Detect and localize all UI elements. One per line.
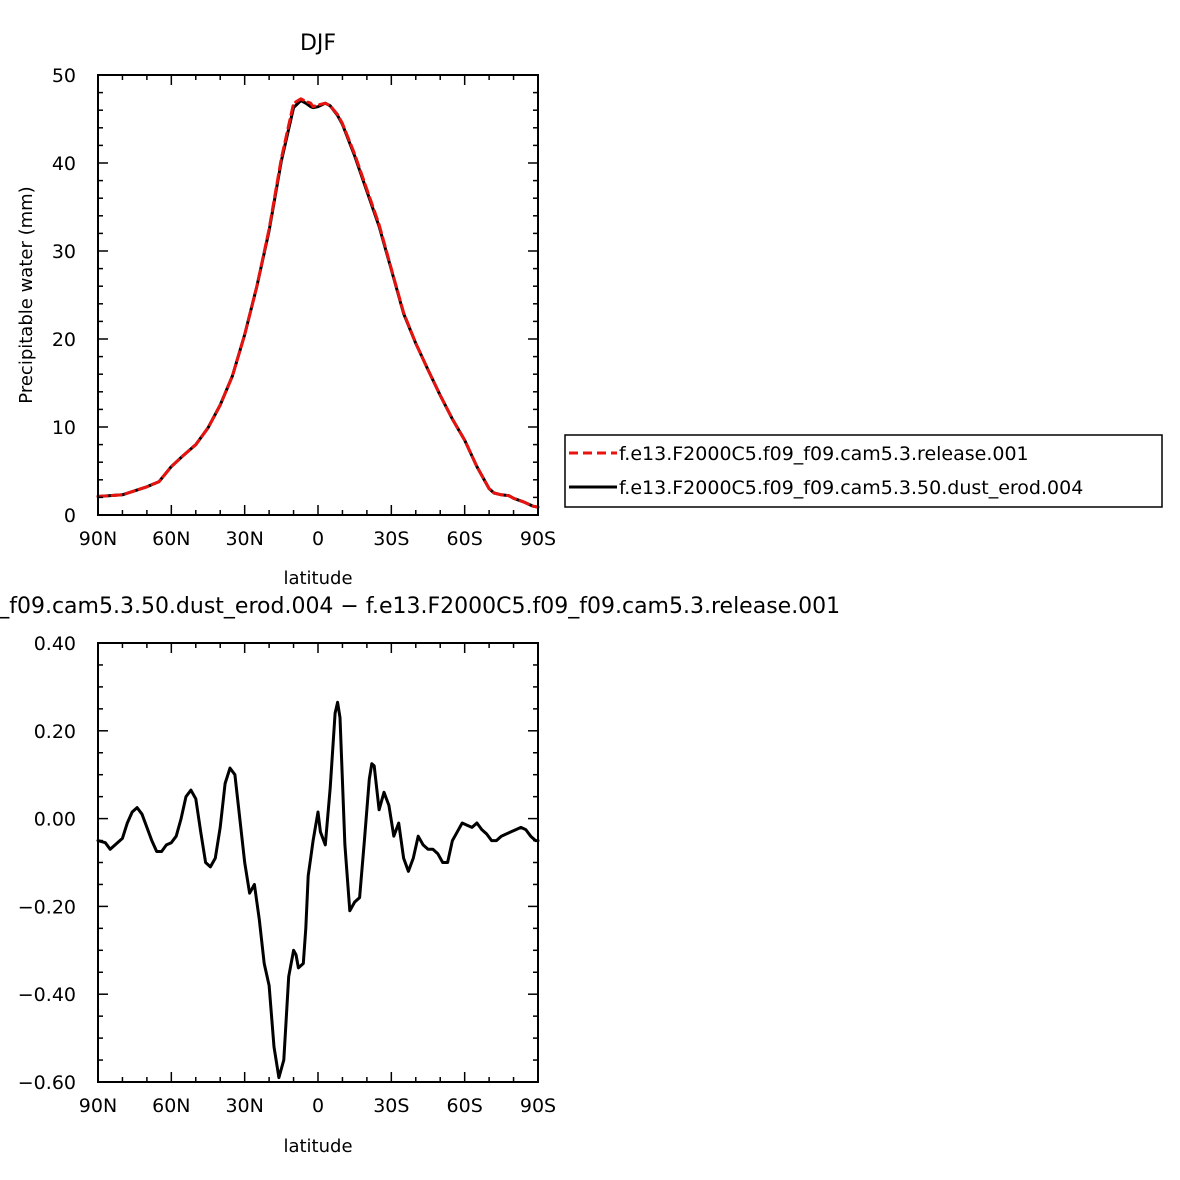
top-x-tick-label: 0	[312, 528, 324, 550]
top-x-axis-label: latitude	[283, 568, 352, 589]
bottom-x-tick-labels: 90N 60N 30N 0 30S 60S 90S	[79, 1095, 556, 1117]
bottom-plot-frame	[97, 642, 539, 1083]
top-series-group	[96, 97, 540, 509]
top-axis-ticks	[97, 74, 539, 516]
top-x-tick-label: 90N	[79, 528, 117, 550]
top-plot-frame	[97, 74, 539, 516]
bottom-chart-title: f.e13.F2000C5.f09_f09.cam5.3.50.dust_ero…	[0, 594, 840, 619]
top-x-tick-labels: 90N 60N 30N 0 30S 60S 90S	[79, 528, 556, 550]
top-panel: DJF 90N 60N 30N 0 30S 60S 90S 0 10 20 30 40 50 lati…	[16, 31, 1163, 589]
legend-label-dust-erod: f.e13.F2000C5.f09_f09.cam5.3.50.dust_ero…	[619, 477, 1083, 499]
top-y-tick-label: 30	[52, 241, 76, 263]
bottom-x-tick-label: 90N	[79, 1095, 117, 1117]
bottom-series-line-0	[96, 700, 540, 1080]
bottom-panel: f.e13.F2000C5.f09_f09.cam5.3.50.dust_ero…	[0, 594, 840, 1157]
bottom-x-tick-label: 60N	[152, 1095, 190, 1117]
legend-label-release: f.e13.F2000C5.f09_f09.cam5.3.release.001	[619, 443, 1029, 465]
bottom-x-tick-label: 30N	[225, 1095, 263, 1117]
top-x-tick-label: 30S	[373, 528, 409, 550]
top-chart-title: DJF	[300, 31, 336, 56]
top-y-tick-label: 20	[52, 329, 76, 351]
top-x-tick-label: 90S	[520, 528, 556, 550]
top-y-tick-label: 40	[52, 153, 76, 175]
top-x-tick-label: 60N	[152, 528, 190, 550]
top-y-tick-label: 0	[64, 505, 76, 527]
legend-box	[564, 434, 1163, 508]
top-y-axis-label: Precipitable water (mm)	[16, 186, 37, 403]
bottom-x-tick-label: 30S	[373, 1095, 409, 1117]
bottom-x-tick-label: 0	[312, 1095, 324, 1117]
bottom-axis-ticks	[97, 642, 539, 1083]
bottom-y-tick-label: −0.60	[18, 1072, 76, 1094]
bottom-y-tick-label: 0.00	[34, 809, 76, 831]
top-series-line-0	[96, 97, 540, 509]
bottom-y-tick-label: −0.20	[18, 896, 76, 918]
bottom-y-tick-labels: −0.60 −0.40 −0.20 0.00 0.20 0.40	[18, 633, 76, 1094]
bottom-y-tick-label: 0.20	[34, 721, 76, 743]
top-x-tick-label: 60S	[447, 528, 483, 550]
bottom-y-tick-label: −0.40	[18, 984, 76, 1006]
bottom-x-axis-label: latitude	[283, 1136, 352, 1157]
top-series-line-1	[96, 99, 540, 509]
top-y-tick-labels: 0 10 20 30 40 50	[52, 65, 76, 527]
bottom-x-tick-label: 90S	[520, 1095, 556, 1117]
legend: f.e13.F2000C5.f09_f09.cam5.3.release.001…	[564, 434, 1163, 508]
top-y-tick-label: 50	[52, 65, 76, 87]
bottom-y-tick-label: 0.40	[34, 633, 76, 655]
bottom-x-tick-label: 60S	[447, 1095, 483, 1117]
bottom-series-group	[96, 700, 540, 1080]
top-x-tick-label: 30N	[225, 528, 263, 550]
top-y-tick-label: 10	[52, 417, 76, 439]
